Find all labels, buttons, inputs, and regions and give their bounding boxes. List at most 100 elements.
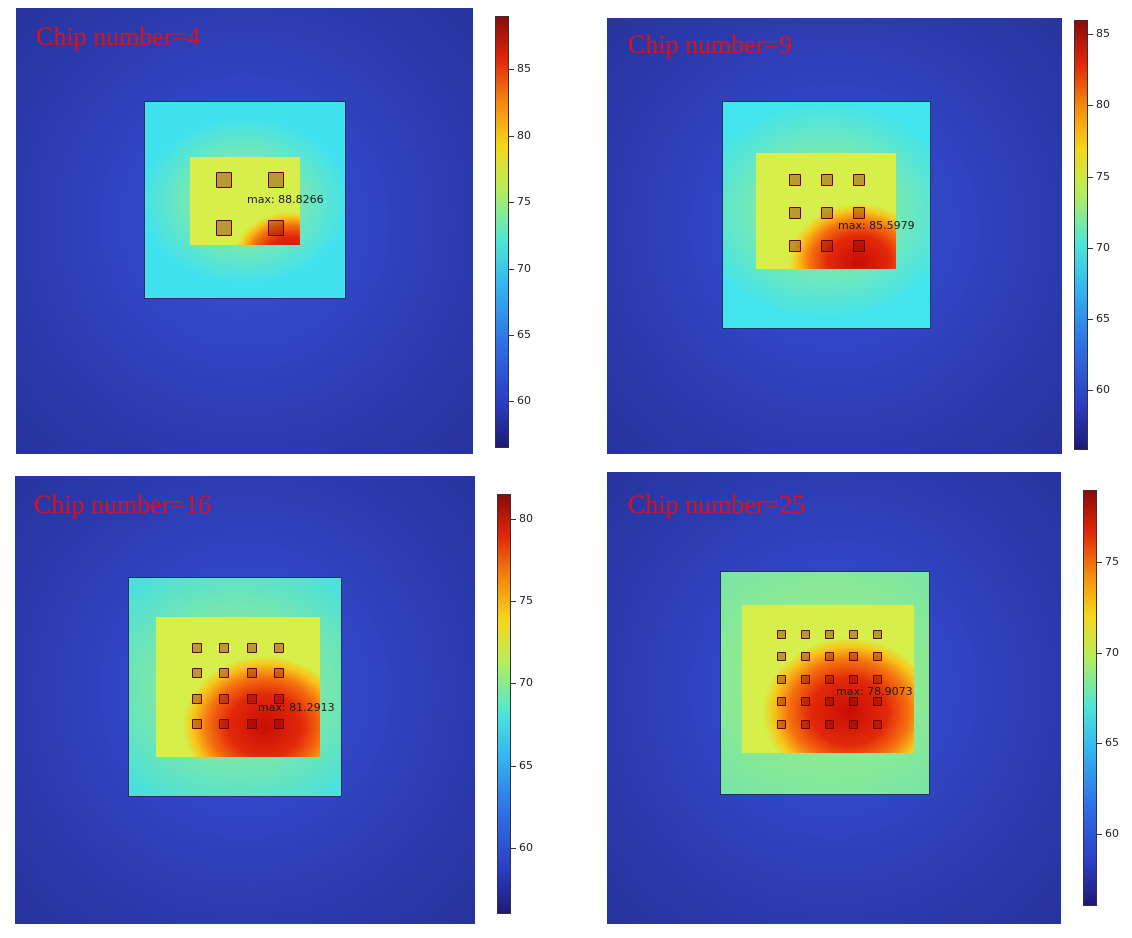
chip — [824, 697, 834, 706]
colorbar-tick-label: 75 — [519, 594, 533, 608]
heatmap-chip-25: max: 78.9073 — [607, 472, 1061, 924]
max-label: max: 85.5979 — [838, 219, 915, 232]
max-label: max: 78.9073 — [836, 685, 913, 698]
colorbar-tick-label: 80 — [517, 128, 531, 142]
chip — [776, 652, 786, 661]
chip — [192, 693, 202, 704]
chip — [872, 697, 882, 706]
colorbar-tick — [509, 202, 514, 204]
plate — [144, 101, 346, 299]
chip — [219, 693, 230, 704]
chip — [789, 207, 801, 219]
max-label: max: 81.2913 — [258, 701, 335, 714]
chip — [872, 629, 882, 639]
chip — [800, 697, 810, 706]
chip — [800, 629, 810, 639]
chip — [246, 719, 257, 729]
chip — [848, 719, 858, 729]
heatmap-chip-16: max: 81.2913 — [15, 476, 475, 924]
chip — [219, 668, 230, 679]
colorbar-tick — [1088, 176, 1093, 178]
chip — [246, 668, 257, 679]
colorbar-tick — [511, 518, 516, 520]
heatmap-chip-9: max: 85.5979 — [607, 18, 1062, 454]
colorbar-tick — [1088, 105, 1093, 107]
colorbar-tick-label: 65 — [519, 758, 533, 772]
chip — [800, 652, 810, 661]
heatmap-chip-4: max: 88.8266 — [16, 8, 473, 454]
colorbar-tick-label: 70 — [1105, 645, 1119, 659]
chip — [219, 643, 230, 653]
colorbar-tick — [1097, 652, 1102, 654]
colorbar-gradient — [495, 16, 509, 448]
chip — [824, 629, 834, 639]
chip — [776, 674, 786, 684]
colorbar-tick-label: 75 — [1105, 555, 1119, 569]
chip — [824, 719, 834, 729]
colorbar-gradient — [497, 494, 511, 914]
max-label: max: 88.8266 — [247, 193, 324, 206]
colorbar-tick-label: 80 — [1096, 98, 1110, 112]
colorbar-tick-label: 75 — [517, 195, 531, 209]
chip — [848, 697, 858, 706]
colorbar-tick-label: 85 — [1096, 27, 1110, 41]
colorbar-tick — [511, 683, 516, 685]
colorbar-tick — [511, 765, 516, 767]
colorbar-tick — [1097, 743, 1102, 745]
colorbar-tick-label: 60 — [517, 394, 531, 408]
chip — [821, 207, 833, 219]
colorbar-tick-label: 75 — [1096, 169, 1110, 183]
chip — [274, 643, 284, 653]
colorbar-tick-label: 70 — [1096, 240, 1110, 254]
plate — [128, 577, 342, 797]
chip — [789, 174, 801, 186]
chip — [848, 652, 858, 661]
chip — [800, 674, 810, 684]
chart-title: Chip number=4 — [36, 22, 201, 51]
colorbar-tick — [511, 601, 516, 603]
colorbar-tick — [1097, 833, 1102, 835]
colorbar-tick-label: 85 — [517, 62, 531, 76]
chip — [268, 220, 284, 236]
colorbar-tick-label: 60 — [1105, 826, 1119, 840]
colorbar-tick-label: 70 — [519, 676, 533, 690]
chip — [824, 652, 834, 661]
colorbar-tick-label: 65 — [517, 328, 531, 341]
colorbar: 60 65 70 75 80 85 — [1062, 12, 1130, 454]
chip — [853, 240, 865, 252]
chip — [872, 652, 882, 661]
colorbar-tick — [509, 335, 514, 336]
chip — [872, 674, 882, 684]
colorbar: 60 65 70 75 80 85 — [473, 8, 535, 454]
chip — [219, 719, 230, 729]
chip — [192, 719, 202, 729]
chip — [800, 719, 810, 729]
chip — [246, 693, 257, 704]
colorbar-tick — [1088, 247, 1093, 249]
colorbar-tick — [509, 69, 514, 71]
colorbar-tick — [1097, 562, 1102, 564]
colorbar-tick-label: 60 — [1096, 383, 1110, 397]
chart-title: Chip number=9 — [628, 30, 793, 59]
colorbar-gradient — [1083, 490, 1097, 906]
colorbar-tick-label: 80 — [519, 511, 533, 525]
chip — [853, 207, 865, 219]
colorbar-tick — [509, 268, 514, 270]
colorbar-tick — [509, 401, 514, 403]
chip — [789, 240, 801, 252]
colorbar-gradient — [1074, 20, 1088, 450]
chip — [821, 240, 833, 252]
plate — [722, 101, 931, 329]
chip — [776, 697, 786, 706]
chip — [853, 174, 865, 186]
chip — [872, 719, 882, 729]
chip — [246, 643, 257, 653]
chip — [216, 220, 232, 236]
chip — [274, 719, 284, 729]
colorbar-tick-label: 60 — [519, 841, 533, 855]
chip — [268, 172, 284, 188]
chip — [274, 668, 284, 679]
chip — [192, 668, 202, 679]
chip — [824, 674, 834, 684]
chart-title: Chip number=16 — [34, 490, 212, 519]
